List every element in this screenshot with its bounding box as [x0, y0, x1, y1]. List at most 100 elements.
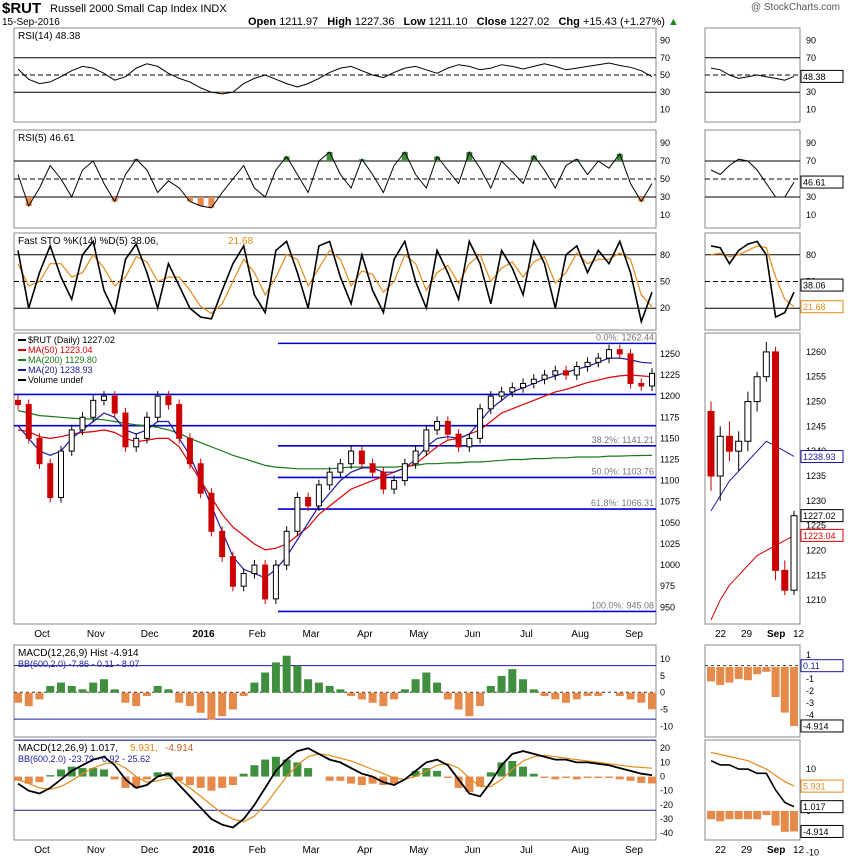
- zoom-hist-bar: [716, 667, 725, 685]
- zoom-price-tick-label: 1245: [806, 421, 826, 431]
- price-candle: [434, 420, 441, 431]
- rsi5-tick-label: 50: [660, 174, 670, 184]
- zoom-xtick-label: 29: [741, 629, 753, 640]
- zoom-hist-bar: [780, 667, 789, 713]
- zoom-macd-tick-label: 10: [806, 764, 816, 774]
- rsi5-oversold-fill: [111, 197, 118, 202]
- macd-hist-bar: [228, 776, 237, 786]
- rsi14-tick-label: 90: [660, 36, 670, 46]
- legend-entry: MA(200) 1129.80: [28, 355, 97, 365]
- macd-hist-bar: [99, 769, 108, 777]
- chg-value: +15.43 (+1.27%): [582, 16, 665, 28]
- zoom-hist-mid-tag: 0.11: [803, 661, 820, 671]
- price-candle: [197, 463, 204, 494]
- zoom-price-tick-label: 1260: [806, 347, 826, 357]
- hist-bar: [164, 689, 173, 693]
- zoom-price-tick-label: 1225: [806, 521, 826, 531]
- zoom-ma50-tag: 1223.04: [803, 531, 836, 541]
- zoom-price-tag: 1227.02: [803, 511, 836, 521]
- hist-bar: [293, 665, 302, 693]
- fib-label: 61.8%: 1066.31: [591, 498, 654, 508]
- macd-hist-bar: [433, 770, 442, 777]
- macd-hist-bar: [196, 776, 205, 788]
- macd-hist-label: -4.914: [165, 743, 194, 754]
- zoom-macd-hist-bar: [790, 810, 798, 832]
- zoom-price-tag-box: [800, 509, 844, 523]
- symbol: $RUT: [2, 0, 42, 17]
- zoom-hist-tick-label: -3: [806, 698, 814, 708]
- hist-bar: [390, 692, 399, 700]
- sto-tick-label: 50: [660, 277, 670, 287]
- macd-hist-bar: [605, 776, 614, 778]
- macd-xtick-label: Jun: [464, 845, 480, 856]
- price-candle: [272, 564, 279, 600]
- rsi5-oversold-fill: [25, 197, 32, 206]
- rsi5-tick-label: 10: [660, 210, 670, 220]
- hist-bar: [454, 692, 463, 710]
- hist-bar: [78, 689, 87, 693]
- zoom-price-tick-label: 1220: [806, 545, 826, 555]
- macd-hist-bar: [529, 773, 538, 777]
- macd-hist-bar: [132, 776, 141, 788]
- macd-hist-bar: [422, 768, 431, 777]
- zoom-xtick-label: Sep: [767, 629, 785, 640]
- zoom-hist-last-tag-box: [800, 719, 844, 733]
- zoom-macd-xtick-label: 29: [741, 845, 753, 856]
- macd-tick-label: 0: [660, 772, 665, 782]
- macd-tick-label: 10: [660, 757, 670, 767]
- macd-xtick-label: Oct: [34, 845, 50, 856]
- macd-tick-label: -10: [660, 786, 673, 796]
- macd-hist-bar: [282, 759, 291, 777]
- close-value: 1227.02: [509, 16, 550, 28]
- zoom-xtick-label: 12: [793, 629, 805, 640]
- zoom-rsi5-tick-label: 90: [806, 138, 816, 148]
- price-candle: [358, 450, 365, 465]
- zoom-macd-xtick-label: Sep: [767, 845, 785, 856]
- macd-xtick-label: Aug: [571, 845, 589, 856]
- hist-bar: [185, 692, 194, 707]
- price-xtick-label: Oct: [34, 629, 50, 640]
- zoom-sto-k-line: [710, 240, 795, 319]
- macd-hist-bar: [175, 776, 184, 781]
- price-candle: [573, 366, 580, 376]
- hist-bar: [121, 692, 130, 703]
- price-candle: [477, 408, 484, 439]
- price-candle: [326, 471, 333, 486]
- hist-bar: [648, 692, 656, 710]
- price-tick-label: 1150: [660, 433, 679, 443]
- zoom-hist-bar: [762, 667, 771, 672]
- zoom-rsi5-tick-label: 10: [806, 210, 816, 220]
- macd-hist-bar: [24, 776, 33, 784]
- price-candle: [649, 372, 655, 387]
- zoom-macd-signal-tag-box: [800, 779, 844, 793]
- zoom-sto-tick-label: 80: [806, 250, 816, 260]
- macd-hist-bar: [35, 776, 44, 783]
- zoom-hist-bar: [725, 667, 734, 683]
- quote-summary: Open 1211.97 High 1227.36 Low 1211.10 Cl…: [242, 16, 679, 28]
- hist-bar: [508, 669, 517, 693]
- zoom-xtick-label: 22: [715, 629, 727, 640]
- price-candle: [176, 404, 183, 439]
- price-candle: [541, 374, 548, 380]
- macd-hist-bar: [551, 776, 560, 780]
- macd-xtick-label: May: [409, 845, 428, 856]
- zoom-rsi5-line: [710, 158, 795, 198]
- low-label: Low: [403, 16, 426, 28]
- hist-bar: [153, 685, 162, 693]
- price-candle: [36, 437, 43, 465]
- price-tick-label: 950: [660, 602, 675, 612]
- zoom-hist-tick-label: 1: [806, 650, 811, 660]
- price-xtick-label: Apr: [357, 629, 373, 640]
- rsi5-overbought-fill: [573, 159, 580, 161]
- macd-hist-bar: [261, 759, 270, 777]
- price-candle: [262, 564, 269, 600]
- zoom-macd-hist-bar: [780, 810, 789, 832]
- zoom-hist-bar: [771, 667, 780, 697]
- hist-bar: [626, 692, 635, 700]
- macd-hist-bar: [325, 776, 334, 781]
- hist-bar: [357, 692, 366, 700]
- hist-bar: [196, 692, 205, 713]
- zoom-rsi5-tag: 46.61: [803, 178, 826, 188]
- hist-bar: [379, 692, 388, 707]
